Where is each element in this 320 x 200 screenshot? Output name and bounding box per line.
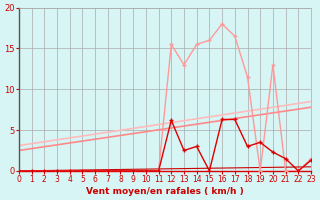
X-axis label: Vent moyen/en rafales ( km/h ): Vent moyen/en rafales ( km/h ) [86, 187, 244, 196]
